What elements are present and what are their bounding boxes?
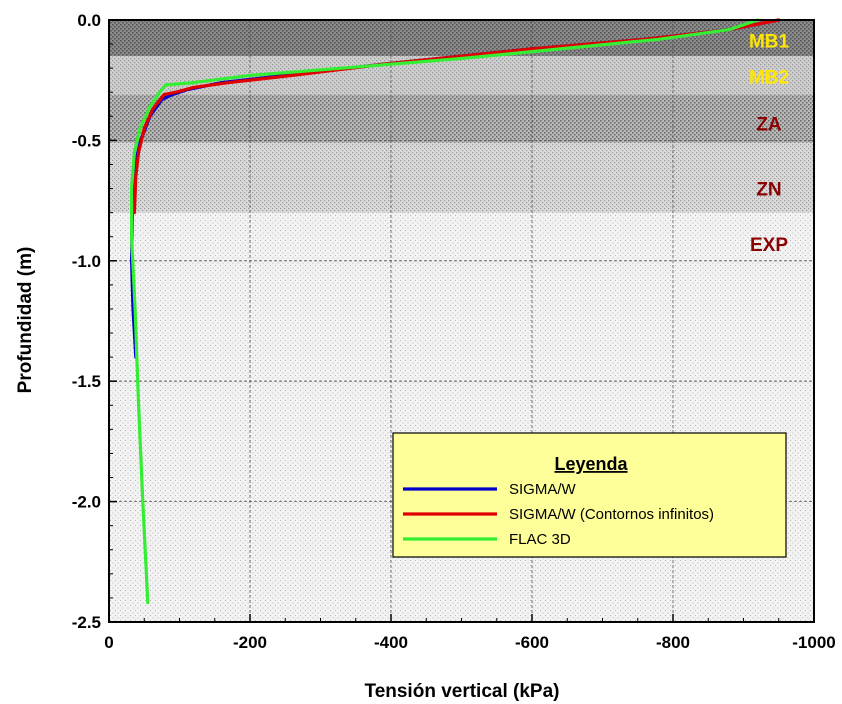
x-tick-label: -400	[374, 633, 408, 652]
legend-entry-3: FLAC 3D	[509, 531, 571, 548]
x-tick-label: 0	[104, 633, 113, 652]
series-line-3	[130, 18, 760, 605]
x-tick-label: -600	[515, 633, 549, 652]
y-tick-label: -1.0	[72, 252, 101, 271]
layer-labels: MB1 MB2 ZA ZN EXP	[749, 31, 790, 255]
legend-entry-1: SIGMA/W	[509, 481, 577, 498]
x-tick-label: -1000	[792, 633, 835, 652]
x-tick-label: -800	[656, 633, 690, 652]
x-axis-title: Tensión vertical (kPa)	[365, 681, 560, 702]
layer-za	[109, 94, 814, 143]
layer-label-mb2: MB2	[749, 68, 789, 89]
y-tick-label: -2.5	[72, 613, 101, 632]
y-tick-label: 0.0	[77, 11, 101, 30]
y-tick-label: -1.5	[72, 372, 101, 391]
y-tick-label: -0.5	[72, 131, 101, 150]
legend-entry-2: SIGMA/W (Contornos infinitos)	[509, 506, 714, 523]
series-line-2	[132, 18, 781, 215]
layer-exp	[109, 212, 814, 622]
legend-box	[392, 432, 787, 558]
layer-label-mb1: MB1	[749, 31, 790, 52]
layer-label-za: ZA	[756, 115, 782, 136]
y-tick-label: -2.0	[72, 493, 101, 512]
axis-ticks: 0 -200 -400 -600 -800 -1000 0.0 -0.5 -1.0 -1.5 -2.…	[72, 11, 836, 652]
series-lines	[130, 18, 781, 605]
layer-label-zn: ZN	[756, 180, 781, 201]
x-tick-label: -200	[233, 633, 267, 652]
legend-title: Leyenda	[554, 454, 628, 474]
y-axis-title: Profundidad (m)	[15, 247, 36, 394]
layer-label-exp: EXP	[750, 235, 788, 256]
legend: Leyenda SIGMA/W SIGMA/W (Contornos infini…	[392, 432, 787, 558]
layer-zn	[109, 142, 814, 213]
layer-mb1	[109, 20, 814, 57]
layer-mb2	[109, 56, 814, 95]
